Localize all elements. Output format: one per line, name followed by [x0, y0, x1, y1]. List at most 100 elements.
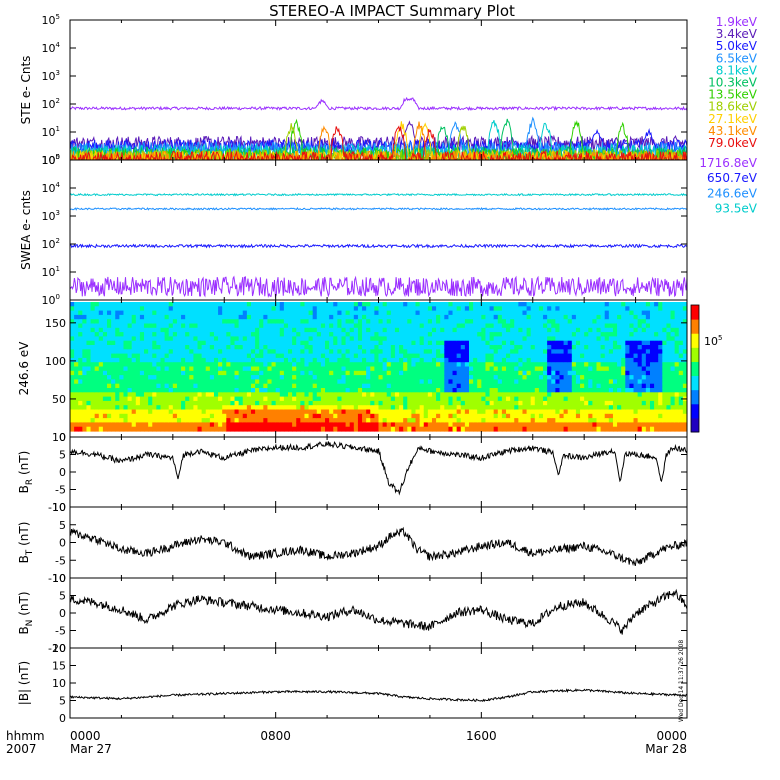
heatmap-cell: [218, 370, 223, 376]
heatmap-cell: [357, 340, 363, 346]
heatmap-cell: [506, 396, 511, 402]
heatmap-cell: [176, 405, 182, 411]
heatmap-cell: [246, 366, 252, 372]
heatmap-cell: [522, 349, 528, 355]
heatmap-cell: [571, 323, 577, 329]
heatmap-cell: [168, 366, 174, 372]
heatmap-cell: [246, 388, 252, 393]
heatmap-cell: [678, 349, 684, 355]
heatmap-cell: [423, 418, 429, 423]
heatmap-cell: [563, 332, 569, 337]
heatmap-cell: [226, 409, 232, 415]
heatmap-cell: [448, 362, 454, 368]
heatmap-cell: [111, 332, 116, 337]
heatmap-cell: [181, 396, 186, 402]
heatmap-cell: [259, 379, 264, 385]
heatmap-cell: [551, 405, 556, 411]
heatmap-cell: [477, 379, 482, 385]
heatmap-cell: [559, 413, 565, 419]
heatmap-cell: [538, 327, 544, 333]
heatmap-cell: [637, 310, 643, 316]
heatmap-cell: [510, 383, 515, 389]
heatmap-cell: [193, 418, 199, 423]
heatmap-cell: [267, 314, 273, 320]
heatmap-cell: [259, 319, 264, 325]
heatmap-cell: [246, 327, 252, 333]
heatmap-cell: [477, 426, 482, 432]
heatmap-cell: [296, 314, 301, 320]
heatmap-cell: [263, 418, 269, 423]
heatmap-cell: [604, 366, 610, 372]
heatmap-cell: [230, 306, 236, 312]
heatmap-cell: [575, 418, 581, 423]
heatmap-cell: [555, 336, 561, 342]
heatmap-cell: [82, 327, 88, 333]
heatmap-cell: [645, 418, 651, 423]
heatmap-cell: [571, 319, 577, 325]
heatmap-cell: [621, 375, 626, 380]
heatmap-cell: [534, 332, 540, 337]
heatmap-cell: [362, 379, 367, 385]
heatmap-cell: [464, 302, 470, 307]
heatmap-cell: [551, 357, 556, 363]
heatmap-cell: [489, 392, 495, 398]
heatmap-cell: [658, 413, 663, 419]
heatmap-cell: [98, 340, 104, 346]
heatmap-cell: [551, 332, 556, 337]
heatmap-cell: [444, 310, 450, 316]
heatmap-cell: [612, 314, 618, 320]
heatmap-cell: [135, 336, 141, 342]
heatmap-cell: [201, 314, 207, 320]
heatmap-cell: [316, 413, 322, 419]
heatmap-cell: [226, 345, 232, 350]
heatmap-cell: [382, 370, 388, 376]
heatmap-cell: [102, 400, 108, 406]
legend-swea-2: 246.6eV: [707, 186, 758, 200]
heatmap-cell: [423, 413, 429, 419]
heatmap-cell: [70, 366, 75, 372]
heatmap-cell: [148, 392, 153, 398]
heatmap-cell: [551, 362, 556, 368]
heatmap-cell: [588, 366, 593, 372]
heatmap-cell: [571, 370, 577, 376]
heatmap-cell: [353, 413, 359, 419]
heatmap-cell: [596, 349, 602, 355]
heatmap-cell: [530, 366, 536, 372]
heatmap-cell: [468, 353, 474, 359]
heatmap-cell: [242, 383, 248, 389]
heatmap-cell: [621, 357, 626, 363]
heatmap-cell: [209, 418, 215, 423]
heatmap-cell: [316, 332, 322, 337]
heatmap-cell: [629, 323, 635, 329]
heatmap-cell: [255, 357, 260, 363]
heatmap-cell: [312, 422, 318, 428]
heatmap-cell: [234, 327, 240, 333]
heatmap-cell: [90, 413, 96, 419]
heatmap-cell: [567, 405, 573, 411]
heatmap-cell: [682, 379, 687, 385]
heatmap-cell: [230, 413, 236, 419]
heatmap-cell: [292, 375, 297, 380]
heatmap-cell: [456, 327, 462, 333]
heatmap-cell: [304, 388, 310, 393]
heatmap-cell: [263, 345, 269, 350]
heatmap-cell: [300, 362, 306, 368]
heatmap-cell: [571, 379, 577, 385]
heatmap-cell: [139, 392, 145, 398]
heatmap-cell: [608, 383, 614, 389]
heatmap-cell: [267, 388, 273, 393]
heatmap-cell: [468, 400, 474, 406]
heatmap-cell: [407, 426, 413, 432]
heatmap-cell: [386, 392, 392, 398]
heatmap-cell: [131, 323, 137, 329]
heatmap-cell: [337, 388, 343, 393]
heatmap-cell: [645, 323, 651, 329]
heatmap-cell: [411, 332, 417, 337]
heatmap-cell: [436, 392, 441, 398]
heatmap-cell: [300, 327, 306, 333]
heatmap-cell: [551, 379, 556, 385]
heatmap-cell: [102, 409, 108, 415]
heatmap-cell: [551, 370, 556, 376]
heatmap-cell: [514, 357, 519, 363]
heatmap-cell: [275, 310, 281, 316]
